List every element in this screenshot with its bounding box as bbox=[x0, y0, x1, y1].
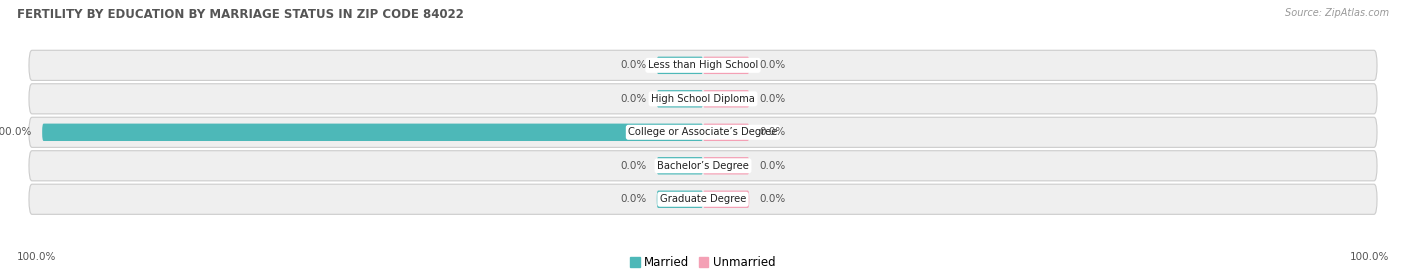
FancyBboxPatch shape bbox=[703, 90, 749, 107]
FancyBboxPatch shape bbox=[657, 57, 703, 74]
Text: 0.0%: 0.0% bbox=[759, 127, 786, 137]
Text: 0.0%: 0.0% bbox=[759, 194, 786, 204]
FancyBboxPatch shape bbox=[30, 84, 1376, 114]
Text: 0.0%: 0.0% bbox=[759, 94, 786, 104]
Text: Graduate Degree: Graduate Degree bbox=[659, 194, 747, 204]
Text: 100.0%: 100.0% bbox=[17, 252, 56, 262]
Text: 100.0%: 100.0% bbox=[1350, 252, 1389, 262]
Text: 100.0%: 100.0% bbox=[0, 127, 32, 137]
FancyBboxPatch shape bbox=[657, 191, 703, 208]
Text: 0.0%: 0.0% bbox=[620, 161, 647, 171]
Text: 0.0%: 0.0% bbox=[759, 60, 786, 70]
Text: FERTILITY BY EDUCATION BY MARRIAGE STATUS IN ZIP CODE 84022: FERTILITY BY EDUCATION BY MARRIAGE STATU… bbox=[17, 8, 464, 21]
FancyBboxPatch shape bbox=[42, 124, 703, 141]
FancyBboxPatch shape bbox=[30, 151, 1376, 181]
Text: 0.0%: 0.0% bbox=[620, 194, 647, 204]
Text: 0.0%: 0.0% bbox=[620, 60, 647, 70]
Text: High School Diploma: High School Diploma bbox=[651, 94, 755, 104]
FancyBboxPatch shape bbox=[30, 184, 1376, 214]
FancyBboxPatch shape bbox=[703, 191, 749, 208]
FancyBboxPatch shape bbox=[703, 124, 749, 141]
FancyBboxPatch shape bbox=[30, 50, 1376, 80]
Text: College or Associate’s Degree: College or Associate’s Degree bbox=[628, 127, 778, 137]
FancyBboxPatch shape bbox=[703, 57, 749, 74]
FancyBboxPatch shape bbox=[30, 117, 1376, 147]
FancyBboxPatch shape bbox=[657, 157, 703, 174]
Text: Less than High School: Less than High School bbox=[648, 60, 758, 70]
FancyBboxPatch shape bbox=[703, 157, 749, 174]
FancyBboxPatch shape bbox=[657, 90, 703, 107]
Legend: Married, Unmarried: Married, Unmarried bbox=[626, 251, 780, 270]
Text: 0.0%: 0.0% bbox=[759, 161, 786, 171]
Text: Source: ZipAtlas.com: Source: ZipAtlas.com bbox=[1285, 8, 1389, 18]
Text: Bachelor’s Degree: Bachelor’s Degree bbox=[657, 161, 749, 171]
Text: 0.0%: 0.0% bbox=[620, 94, 647, 104]
